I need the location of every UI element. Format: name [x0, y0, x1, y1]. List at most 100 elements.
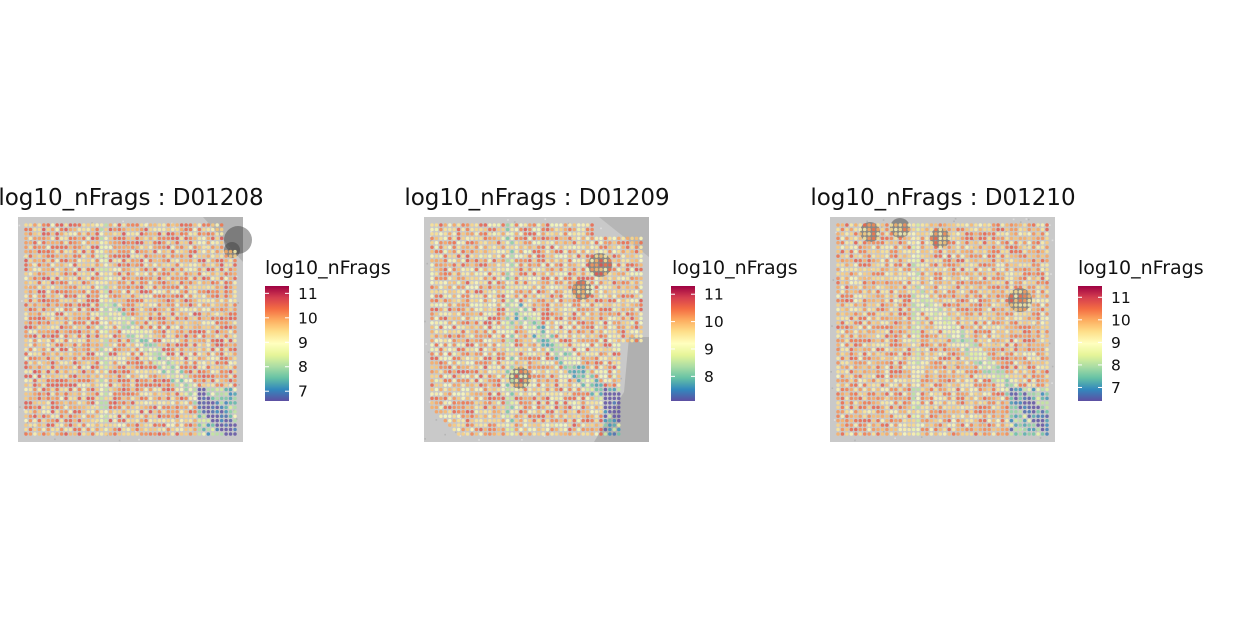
spot: [545, 307, 550, 312]
spot: [514, 267, 519, 272]
spot: [126, 365, 131, 370]
spot: [492, 338, 497, 343]
spot: [554, 432, 559, 436]
spot: [126, 276, 131, 281]
spot: [492, 267, 497, 272]
spot: [528, 254, 532, 258]
spot: [90, 414, 95, 418]
spot: [197, 414, 202, 418]
tissue-speckle: [49, 343, 51, 346]
spot: [532, 432, 537, 436]
spot: [73, 378, 77, 383]
tissue-speckle: [435, 419, 438, 421]
spot: [211, 387, 215, 392]
spot: [104, 227, 108, 232]
spot: [496, 267, 501, 272]
spot: [603, 245, 608, 249]
spot: [28, 321, 33, 325]
spot: [639, 289, 643, 294]
spot: [224, 254, 228, 258]
spot: [24, 289, 28, 294]
spot: [483, 418, 488, 423]
spot: [550, 365, 554, 370]
spot: [505, 249, 510, 254]
spot: [82, 369, 86, 374]
spot: [559, 325, 563, 330]
spot: [82, 356, 86, 361]
spot: [215, 369, 219, 374]
spot: [42, 405, 46, 410]
spot: [474, 272, 479, 276]
spot: [532, 254, 537, 258]
spot: [563, 423, 568, 427]
spot: [528, 245, 532, 249]
spot: [568, 316, 572, 321]
spot: [483, 321, 488, 325]
spot: [82, 432, 86, 436]
spot: [68, 329, 73, 334]
spot: [228, 387, 233, 392]
spot: [505, 427, 510, 432]
spot: [608, 369, 612, 374]
spot: [430, 329, 434, 334]
spot: [130, 325, 135, 330]
spot: [126, 321, 131, 325]
spot: [501, 232, 505, 236]
spot: [228, 276, 233, 281]
spot: [135, 236, 139, 241]
tissue-speckle: [564, 310, 567, 313]
spot: [594, 347, 599, 352]
spot: [99, 312, 104, 316]
spot: [630, 289, 634, 294]
spot: [184, 369, 188, 374]
spot: [434, 338, 439, 343]
spot: [211, 334, 215, 338]
tissue-speckle: [531, 307, 534, 310]
spot: [430, 241, 434, 245]
spot: [559, 236, 563, 241]
spot: [568, 272, 572, 276]
spot: [456, 405, 461, 410]
spot: [434, 405, 439, 410]
spot: [153, 258, 157, 263]
spot: [202, 285, 206, 290]
spot: [206, 267, 211, 272]
spot: [193, 276, 197, 281]
spot: [568, 396, 572, 401]
spot: [108, 232, 113, 236]
spot: [130, 285, 135, 290]
spot: [122, 423, 126, 427]
spot: [166, 347, 171, 352]
spot: [461, 325, 465, 330]
spot: [612, 396, 617, 401]
spot: [162, 410, 166, 414]
spot: [612, 432, 617, 436]
spot: [175, 312, 179, 316]
spot: [545, 361, 550, 365]
spot: [452, 285, 456, 290]
spot: [483, 263, 488, 267]
spot: [104, 294, 108, 298]
tissue-speckle: [522, 252, 524, 255]
spot: [452, 410, 456, 414]
spot: [64, 249, 68, 254]
spot: [126, 249, 131, 254]
spot: [550, 294, 554, 298]
spot: [505, 303, 510, 307]
spot: [594, 263, 599, 267]
spot: [211, 312, 215, 316]
tissue-speckle: [567, 222, 570, 225]
tissue-speckle: [205, 342, 208, 344]
spot: [443, 232, 448, 236]
spot: [166, 276, 171, 281]
spot: [211, 249, 215, 254]
tissue-speckle: [174, 227, 177, 229]
spot: [184, 249, 188, 254]
spot: [617, 334, 621, 338]
spot: [519, 423, 523, 427]
spot: [64, 232, 68, 236]
spot: [170, 254, 175, 258]
spot: [77, 374, 82, 378]
spot: [554, 276, 559, 281]
spot: [162, 329, 166, 334]
